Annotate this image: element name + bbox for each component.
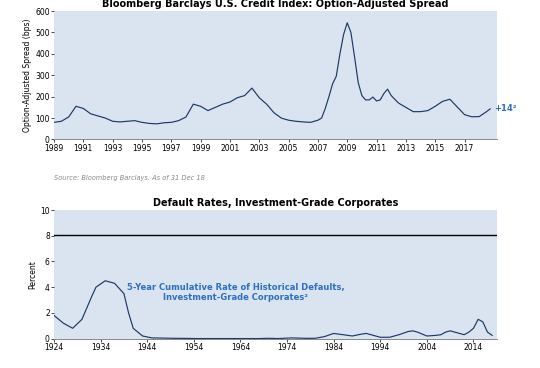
Text: Source: Bloomberg Barclays. As of 31 Dec 18: Source: Bloomberg Barclays. As of 31 Dec…: [54, 176, 205, 181]
Title: Bloomberg Barclays U.S. Credit Index: Option-Adjusted Spread: Bloomberg Barclays U.S. Credit Index: Op…: [102, 0, 449, 9]
Y-axis label: Percent: Percent: [29, 260, 37, 289]
Y-axis label: Option-Adjusted Spread (bps): Option-Adjusted Spread (bps): [23, 18, 32, 132]
Text: +14²: +14²: [495, 105, 517, 113]
Title: Default Rates, Investment-Grade Corporates: Default Rates, Investment-Grade Corporat…: [153, 198, 398, 208]
Text: 5-Year Cumulative Rate of Historical Defaults,
Investment-Grade Corporates²: 5-Year Cumulative Rate of Historical Def…: [127, 283, 345, 302]
